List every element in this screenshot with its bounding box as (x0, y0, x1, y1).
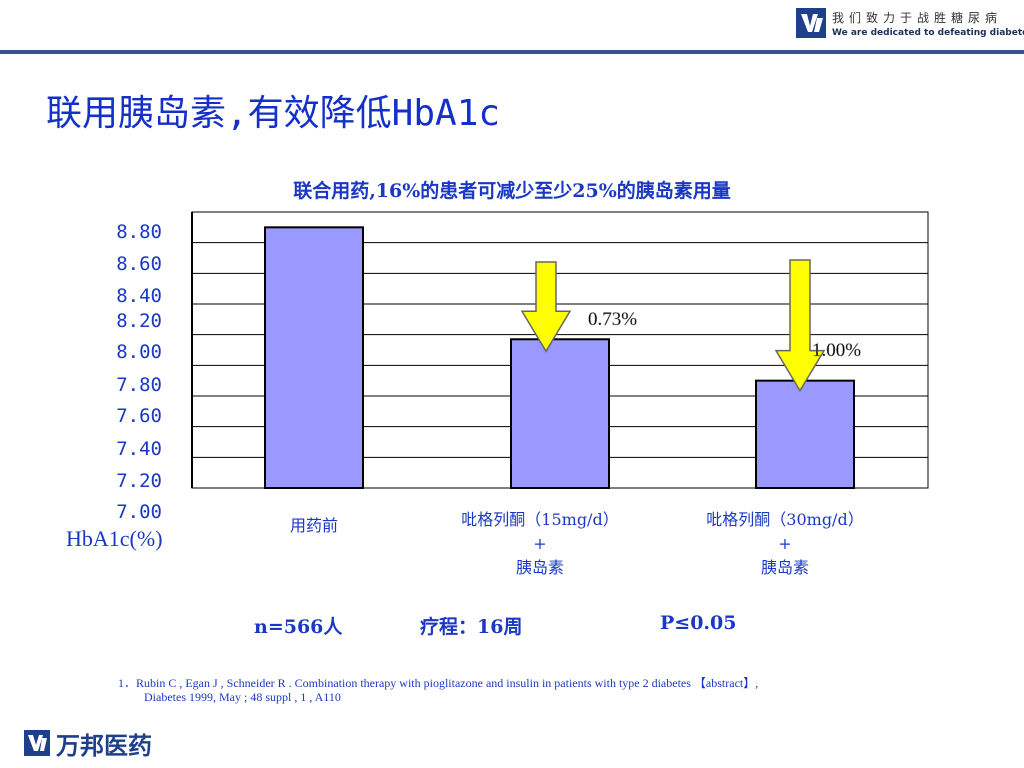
y-tick-label: 7.80 (116, 374, 162, 396)
category-label: 胰岛素 (516, 558, 564, 577)
y-tick-label: 8.40 (116, 285, 162, 307)
p-value: P≤0.05 (660, 612, 737, 634)
sample-size: n=566人 (254, 616, 343, 638)
category-label: 吡格列酮（15mg/d） (461, 510, 618, 529)
bar (264, 226, 364, 489)
bar (755, 379, 855, 489)
down-arrow-icon (520, 261, 572, 353)
reference-line-2: Diabetes 1999, May ; 48 suppl , 1 , A110 (144, 690, 341, 704)
y-tick-label: 8.60 (116, 253, 162, 275)
down-arrow-icon (774, 259, 826, 393)
reduction-annotation: 0.73% (588, 309, 637, 330)
y-tick-label: 7.40 (116, 438, 162, 460)
category-label: 用药前 (290, 516, 338, 535)
reduction-annotation: 1.00% (812, 340, 861, 361)
y-tick-label: 7.00 (116, 501, 162, 523)
slide-title: 联用胰岛素,有效降低HbA1c (46, 93, 501, 134)
header-slogan-en: We are dedicated to defeating diabetes (832, 28, 1024, 38)
brand-logo-icon (24, 730, 50, 756)
category-label: + (778, 534, 791, 553)
y-tick-label: 8.20 (116, 310, 162, 332)
treatment-course: 疗程：16周 (420, 616, 523, 638)
y-tick-label: 7.60 (116, 405, 162, 427)
reference-line-1: 1．Rubin C , Egan J , Schneider R . Combi… (118, 676, 759, 690)
y-axis-label: HbA1c(%) (66, 526, 163, 551)
bar (510, 338, 610, 489)
header-rule (0, 50, 1024, 54)
brand-name: 万邦医药 (56, 732, 152, 760)
y-tick-label: 8.00 (116, 341, 162, 363)
category-label: 胰岛素 (761, 558, 809, 577)
header-slogan-cn: 我们致力于战胜糖尿病 (832, 11, 1003, 25)
category-label: 吡格列酮（30mg/d） (706, 510, 863, 529)
company-logo-icon (796, 8, 826, 38)
y-tick-label: 8.80 (116, 221, 162, 243)
hba1c-bar-chart: 8.80 8.60 8.40 8.20 8.00 7.80 7.60 7.40 7.20 7.00… (66, 211, 929, 577)
category-label: + (533, 534, 546, 553)
chart-title: 联合用药,16%的患者可减少至少25%的胰岛素用量 (293, 180, 731, 202)
y-tick-label: 7.20 (116, 470, 162, 492)
